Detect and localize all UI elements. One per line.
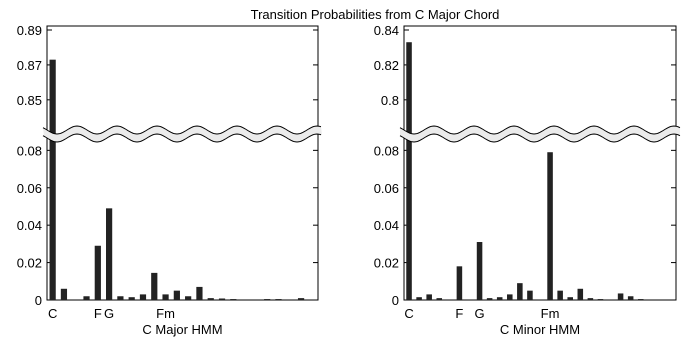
chart-panel-c-major: 0.89 0.87 0.85 0.08 0.06 0.04 0.02 0C F G FmC Majo…	[17, 23, 322, 337]
bar	[486, 298, 493, 300]
category-label: C	[48, 306, 57, 321]
bar	[297, 298, 305, 300]
y-tick-label: 0.02	[17, 256, 42, 271]
bar	[264, 299, 271, 300]
bar	[275, 299, 282, 300]
bar	[517, 283, 523, 300]
bar	[162, 294, 169, 300]
bar	[456, 266, 463, 300]
bar	[416, 297, 422, 300]
y-tick-label: 0.87	[17, 58, 42, 73]
bar	[527, 290, 533, 300]
y-tick-label: 0.04	[374, 218, 399, 233]
bar	[557, 290, 563, 300]
bar	[60, 288, 68, 300]
bar	[567, 297, 573, 300]
bar	[83, 296, 90, 300]
y-tick-label: 0	[392, 293, 399, 308]
axis-break-fill	[43, 126, 322, 142]
bar	[230, 299, 237, 300]
bar	[476, 242, 483, 300]
bar	[106, 208, 113, 300]
category-label: C	[404, 306, 413, 321]
y-tick-label: 0.84	[374, 23, 399, 38]
y-tick-label: 0.82	[374, 58, 399, 73]
y-tick-label: 0.06	[374, 181, 399, 196]
y-tick-label: 0.89	[17, 23, 42, 38]
x-axis-title: C Major HMM	[142, 322, 222, 337]
category-label: F	[94, 306, 102, 321]
bar	[426, 294, 432, 300]
axis-break-line	[42, 125, 322, 135]
bar	[496, 297, 503, 300]
bar	[597, 299, 604, 300]
category-label: G	[104, 306, 114, 321]
x-axis-title: C Minor HMM	[500, 322, 580, 337]
figure-title: Transition Probabilities from C Major Ch…	[251, 7, 500, 22]
y-tick-label: 0.08	[374, 143, 399, 158]
y-tick-label: 0.06	[17, 181, 42, 196]
y-tick-label: 0.02	[374, 256, 399, 271]
bar	[218, 298, 226, 300]
bar	[637, 299, 644, 300]
category-label: G	[474, 306, 484, 321]
bar	[94, 245, 101, 300]
y-tick-label: 0.8	[381, 93, 399, 108]
bar	[207, 298, 214, 300]
bar	[627, 296, 634, 300]
chart-panel-c-minor: 0.84 0.82 0.8 0.08 0.06 0.04 0.02 0C F G FmC Minor…	[374, 23, 681, 337]
y-tick-label: 0.04	[17, 218, 42, 233]
bar	[185, 296, 192, 300]
plot-frame	[46, 25, 319, 301]
bar	[196, 286, 203, 300]
bar	[507, 294, 513, 300]
bar	[577, 288, 584, 300]
plot-frame	[403, 25, 677, 301]
bar	[173, 290, 180, 300]
y-tick-label: 0	[35, 293, 42, 308]
axis-break-line	[399, 133, 681, 143]
axis-break-line	[42, 133, 322, 143]
bar	[617, 293, 624, 300]
y-tick-label: 0.08	[17, 143, 42, 158]
bar	[406, 42, 412, 300]
bar	[151, 272, 158, 300]
category-label: F	[455, 306, 463, 321]
bar	[117, 296, 124, 300]
bar	[436, 298, 443, 300]
bar	[128, 297, 135, 300]
bar	[49, 59, 56, 300]
axis-break-line	[399, 125, 681, 135]
axis-break-fill	[400, 126, 680, 142]
bar	[139, 294, 147, 300]
bar	[587, 298, 594, 300]
category-label: Fm	[541, 306, 560, 321]
category-label: Fm	[156, 306, 175, 321]
bar	[547, 152, 553, 300]
y-tick-label: 0.85	[17, 93, 42, 108]
